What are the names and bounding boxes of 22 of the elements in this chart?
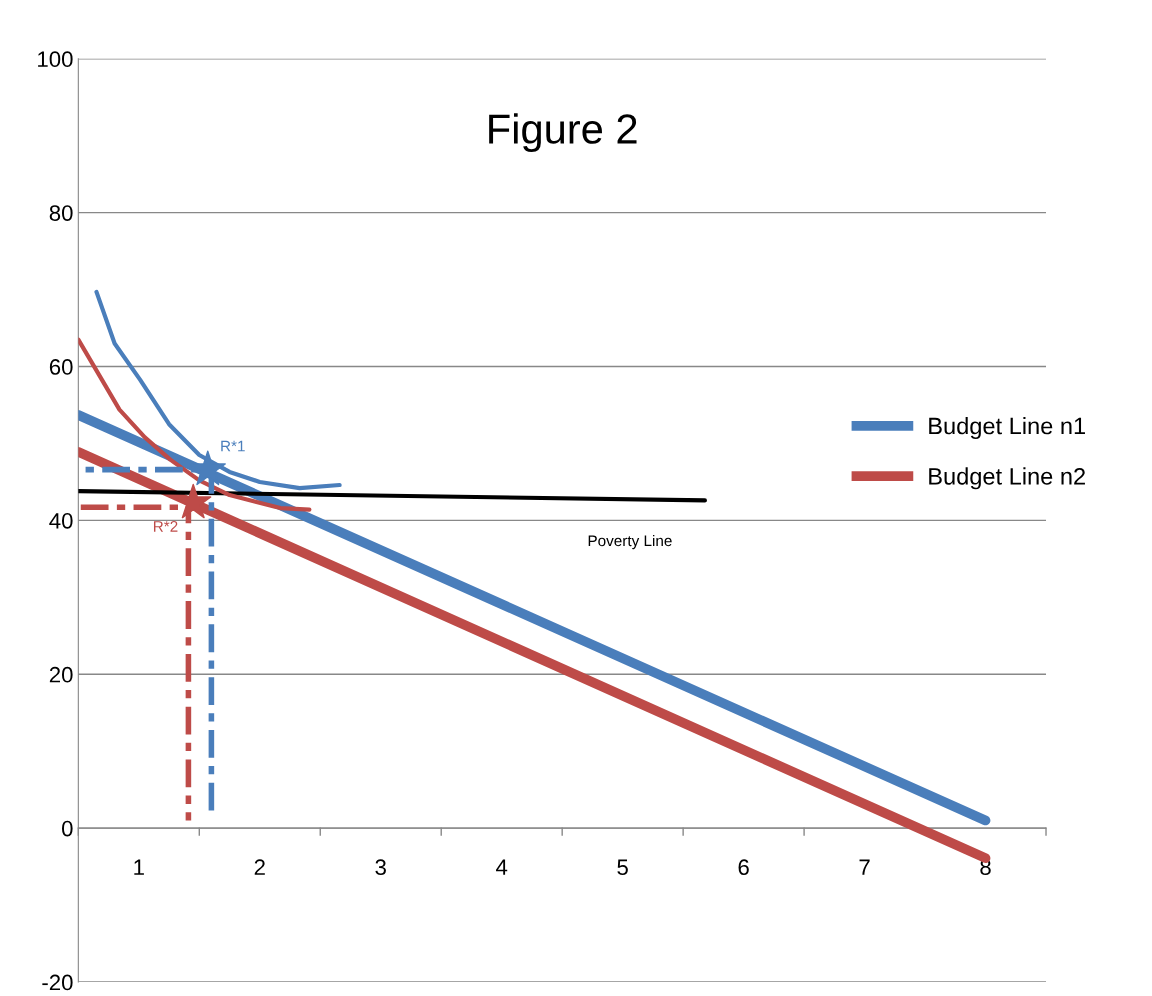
y-tick-label: 60	[49, 359, 73, 375]
y-tick-label: 100	[38, 51, 73, 68]
x-tick-label: 6	[738, 859, 749, 876]
x-tick-label: 5	[617, 859, 628, 876]
x-tick-label: 1	[134, 859, 144, 875]
legend-label: Budget Line n1	[929, 417, 1085, 440]
y-tick-label: 0	[61, 820, 73, 837]
y-tick-label: 20	[49, 666, 73, 683]
x-tick-label: 7	[859, 859, 870, 875]
y-tick-label: 80	[49, 205, 73, 221]
x-tick-label: 4	[496, 859, 508, 875]
line-series	[94, 289, 342, 491]
annotation: R*2	[153, 521, 178, 532]
line-series	[78, 337, 312, 512]
text: Figure 2	[489, 113, 637, 153]
y-tick-label: -20	[42, 974, 73, 991]
annotation: R*1	[221, 440, 245, 452]
x-tick-label: 3	[375, 859, 386, 876]
legend-label: Budget Line n2	[929, 467, 1085, 490]
x-tick-label: 2	[254, 859, 265, 875]
y-tick-label: 40	[49, 512, 73, 529]
annotation: Poverty Line	[588, 534, 672, 550]
